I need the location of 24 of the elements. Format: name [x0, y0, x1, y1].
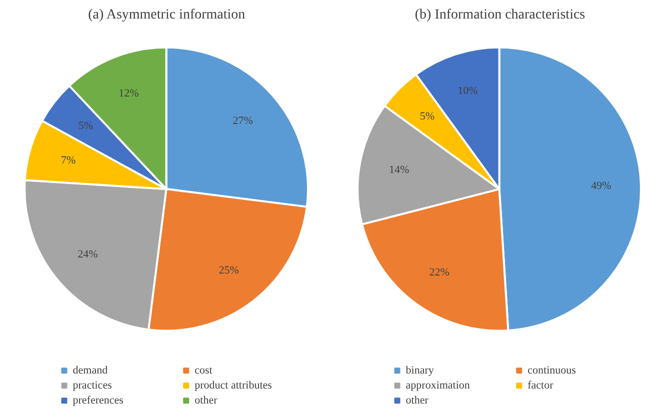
legend-label: factor [528, 380, 554, 392]
data-label: 12% [118, 87, 139, 100]
data-label: 22% [429, 266, 450, 278]
data-label: 25% [218, 264, 239, 276]
legend-label: other [406, 394, 429, 407]
data-label: 5% [420, 110, 434, 122]
legend-label: approximation [406, 380, 470, 392]
legend-label: practices [72, 380, 112, 392]
data-label: 10% [458, 85, 478, 98]
legend-label: continuous [528, 364, 576, 377]
data-label: 27% [232, 114, 253, 127]
data-label: 7% [60, 154, 76, 166]
legend-label: cost [194, 364, 212, 377]
chart-title: (b) Information characteristics [414, 8, 586, 22]
legend-label: demand [72, 364, 108, 377]
legend-label: preferences [72, 394, 124, 407]
legend-label: binary [406, 364, 434, 377]
data-label: 49% [591, 180, 612, 192]
data-label: 24% [78, 248, 98, 261]
legend-label: other [194, 394, 218, 407]
legend-label: product attributes [194, 380, 272, 392]
data-label: 5% [78, 120, 94, 132]
data-label: 14% [388, 164, 410, 176]
chart-title: (a) Asymmetric information [88, 8, 246, 22]
